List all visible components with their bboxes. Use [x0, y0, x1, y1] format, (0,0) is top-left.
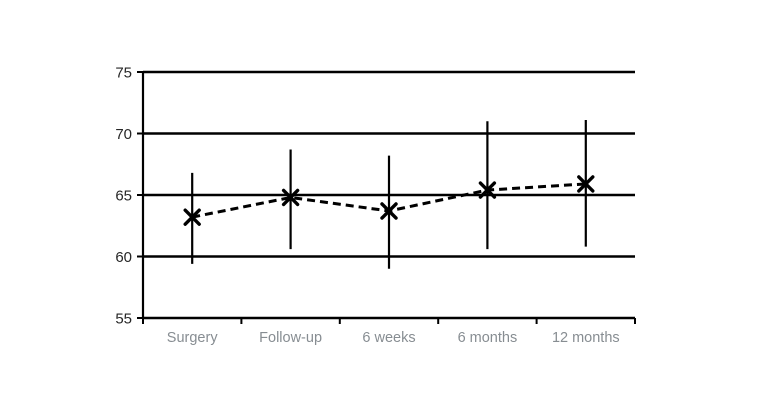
x-tick-label: 6 months	[458, 330, 518, 346]
y-tick-label: 55	[115, 310, 132, 327]
y-tick-label: 65	[115, 187, 132, 204]
x-tick-label: Surgery	[167, 330, 219, 346]
data-point-marker-x	[281, 188, 300, 207]
x-tick-label: Follow-up	[259, 330, 322, 346]
data-point-marker-x	[577, 175, 595, 193]
y-tick-label: 75	[115, 64, 132, 81]
data-point-marker-x	[183, 208, 201, 226]
data-point-marker-x	[478, 181, 497, 199]
x-tick-label: 12 months	[552, 330, 620, 346]
data-point-marker-x	[380, 202, 398, 220]
y-tick-label: 60	[115, 249, 132, 266]
y-tick-label: 70	[115, 126, 132, 143]
x-tick-label: 6 weeks	[362, 330, 415, 346]
